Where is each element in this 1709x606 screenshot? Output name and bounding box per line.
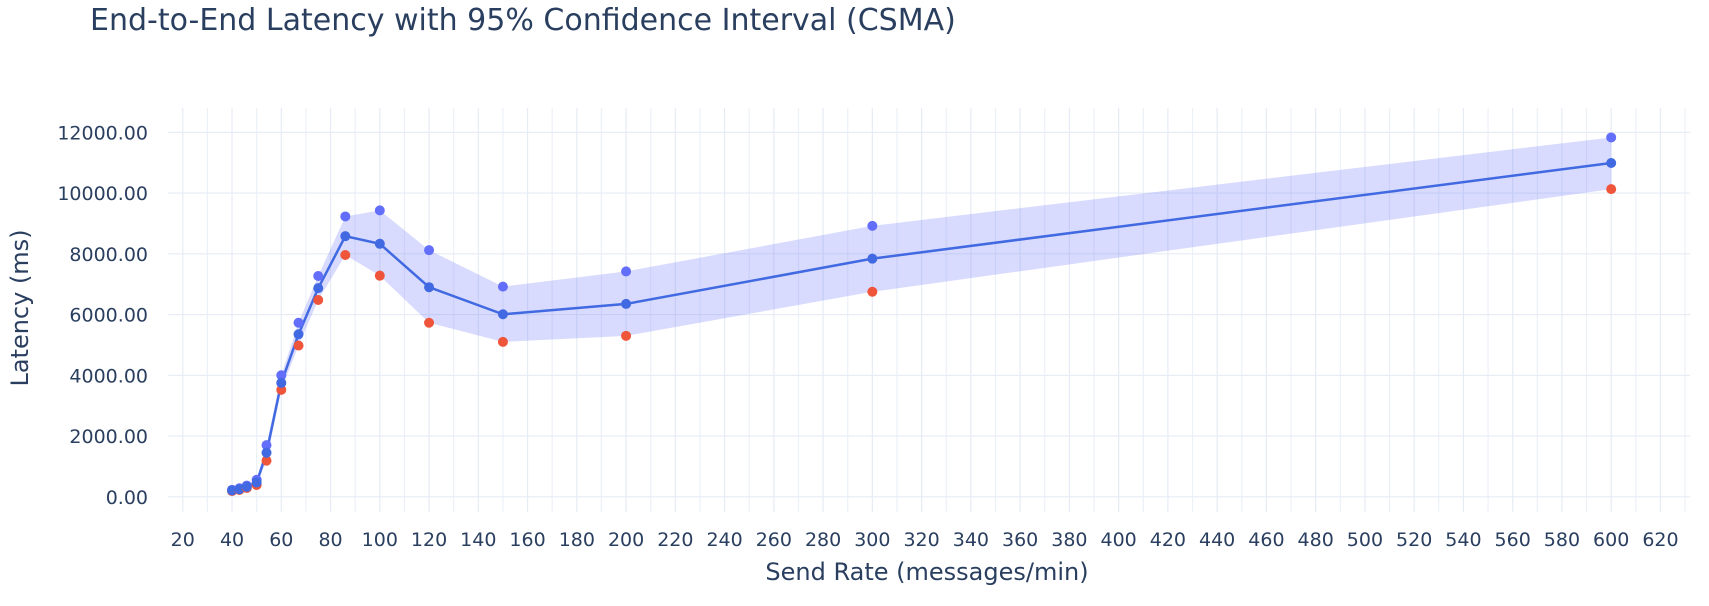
lower-bound-point (497, 336, 508, 347)
mean-latency-point (313, 283, 324, 294)
mean-latency-point (251, 477, 262, 488)
x-tick-label: 560 (1495, 529, 1531, 551)
confidence-band (232, 137, 1612, 492)
mean-latency-point (241, 481, 252, 492)
mean-latency-point (293, 329, 304, 340)
x-tick-label: 100 (362, 529, 398, 551)
y-tick-label: 4000.00 (69, 365, 148, 387)
x-tick-label: 260 (756, 529, 792, 551)
x-tick-label: 200 (608, 529, 644, 551)
y-axis-ticks: 0.00 2000.00 4000.00 6000.00 8000.00 10000.00… (57, 122, 148, 509)
mean-latency-point (497, 309, 508, 320)
x-tick-label: 420 (1150, 529, 1186, 551)
x-tick-label: 540 (1445, 529, 1481, 551)
y-axis-title: Latency (ms) (6, 229, 34, 386)
x-tick-label: 500 (1347, 529, 1383, 551)
lower-bound-point (340, 250, 351, 261)
y-tick-label: 10000.00 (57, 183, 148, 205)
x-tick-label: 240 (706, 529, 742, 551)
mean-latency-point (276, 377, 287, 388)
lower-bound-point (424, 317, 435, 328)
lower-bound-point (293, 340, 304, 351)
upper-bound-point (374, 205, 385, 216)
x-tick-label: 20 (171, 529, 195, 551)
x-tick-label: 460 (1248, 529, 1284, 551)
y-tick-label: 6000.00 (69, 305, 148, 327)
x-tick-label: 380 (1051, 529, 1087, 551)
x-tick-label: 620 (1642, 529, 1678, 551)
mean-latency-point (261, 447, 272, 458)
gridlines (168, 108, 1690, 512)
lower-bound-point (867, 286, 878, 297)
upper-bound-point (261, 440, 272, 451)
mean-latency-point (374, 238, 385, 249)
mean-latency-point (1606, 157, 1617, 168)
x-tick-label: 80 (318, 529, 342, 551)
x-tick-label: 580 (1544, 529, 1580, 551)
chart-title: End-to-End Latency with 95% Confidence I… (90, 3, 956, 38)
x-tick-label: 160 (509, 529, 545, 551)
x-tick-label: 400 (1101, 529, 1137, 551)
x-axis-title: Send Rate (messages/min) (765, 558, 1088, 586)
x-tick-label: 320 (903, 529, 939, 551)
upper-bound-point (621, 266, 632, 277)
lower-bound-point (621, 330, 632, 341)
upper-bound-point (293, 317, 304, 328)
y-tick-label: 2000.00 (69, 426, 148, 448)
upper-bound-point (276, 370, 287, 381)
x-tick-label: 180 (559, 529, 595, 551)
x-tick-label: 40 (220, 529, 244, 551)
upper-bound-point (497, 281, 508, 292)
x-tick-label: 480 (1298, 529, 1334, 551)
upper-bound-point (313, 270, 324, 281)
x-axis-ticks: 20 40 60 80 100 120 140 160 180 200 220 240 260 280 30… (171, 529, 1679, 551)
mean-latency-point (867, 253, 878, 264)
points-layer (227, 132, 1617, 497)
lower-bound-point (276, 384, 287, 395)
x-tick-label: 300 (854, 529, 890, 551)
lower-bound-point (313, 294, 324, 305)
mean-latency-point (621, 298, 632, 309)
x-tick-label: 520 (1396, 529, 1432, 551)
x-tick-label: 280 (805, 529, 841, 551)
x-tick-label: 140 (460, 529, 496, 551)
lower-bound-point (374, 270, 385, 281)
x-tick-label: 440 (1199, 529, 1235, 551)
mean-latency-point (340, 231, 351, 242)
y-tick-label: 0.00 (106, 487, 148, 509)
lower-bound-point (1606, 184, 1617, 195)
x-tick-label: 220 (657, 529, 693, 551)
upper-bound-point (424, 245, 435, 256)
x-tick-label: 600 (1593, 529, 1629, 551)
y-tick-label: 8000.00 (69, 244, 148, 266)
mean-latency-point (424, 282, 435, 293)
confidence-band-area (232, 137, 1612, 492)
x-tick-label: 60 (269, 529, 293, 551)
lower-bound-point (261, 455, 272, 466)
x-tick-label: 340 (953, 529, 989, 551)
x-tick-label: 360 (1002, 529, 1038, 551)
x-tick-label: 120 (411, 529, 447, 551)
upper-bound-point (1606, 132, 1617, 143)
y-tick-label: 12000.00 (57, 122, 148, 144)
upper-bound-point (340, 211, 351, 222)
upper-bound-point (867, 220, 878, 231)
